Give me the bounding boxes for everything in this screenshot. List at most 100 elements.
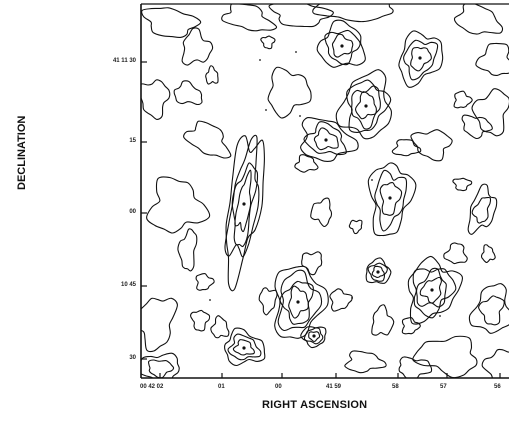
contour-line xyxy=(481,244,496,264)
contour-line xyxy=(267,66,312,119)
contour-line xyxy=(147,359,175,378)
contour-line xyxy=(471,196,492,224)
contour-line xyxy=(412,268,457,319)
contour-line xyxy=(407,255,464,325)
contour-peak xyxy=(376,270,380,274)
contour-line xyxy=(232,339,255,356)
contour-line xyxy=(415,267,447,308)
contour-line xyxy=(398,356,433,378)
contour-line xyxy=(403,39,439,81)
contour-line xyxy=(301,251,323,276)
contour-line xyxy=(410,46,432,72)
contour-peak xyxy=(388,196,392,200)
contour-line xyxy=(478,295,505,326)
x-tick-label: 00 xyxy=(275,384,282,390)
contour-line xyxy=(391,139,422,157)
contour-line xyxy=(308,331,321,342)
contour-line xyxy=(258,287,278,316)
noise-speck xyxy=(371,179,373,181)
contour-line xyxy=(313,127,339,151)
contour-line xyxy=(225,135,265,292)
contour-line xyxy=(367,162,417,237)
contour-line xyxy=(312,4,394,23)
contour-line xyxy=(374,169,408,232)
contour-line xyxy=(141,7,202,38)
contour-line xyxy=(367,262,388,282)
contour-line xyxy=(141,79,171,120)
x-tick-label: 58 xyxy=(392,384,399,390)
contour-line xyxy=(481,348,509,378)
contour-line xyxy=(401,316,421,335)
contour-line xyxy=(294,154,319,173)
contour-peak xyxy=(430,288,434,292)
contour-line xyxy=(227,333,262,361)
contour-line xyxy=(371,265,385,278)
contour-line xyxy=(190,309,211,332)
contour-line xyxy=(210,315,230,339)
contour-line xyxy=(461,114,493,140)
noise-speck xyxy=(209,299,211,301)
contour-peak xyxy=(418,56,422,60)
contour-line xyxy=(173,80,203,106)
contour-line xyxy=(224,134,260,258)
noise-speck xyxy=(351,297,353,299)
contour-line xyxy=(141,297,178,353)
contour-line xyxy=(316,19,366,68)
contour-line xyxy=(412,335,478,378)
y-tick-label: 10 45 xyxy=(120,282,136,288)
contour-line xyxy=(234,169,252,233)
contour-line xyxy=(379,182,403,216)
contour-line xyxy=(205,65,219,85)
contour-line xyxy=(146,176,211,234)
contour-line xyxy=(398,30,444,88)
contour-peak xyxy=(312,334,316,338)
contour-line xyxy=(346,79,392,133)
contour-line xyxy=(453,90,473,109)
y-axis-label: DECLINATION xyxy=(16,115,28,190)
contour-line xyxy=(475,42,509,76)
contour-peak xyxy=(296,300,300,304)
noise-speck xyxy=(299,115,301,117)
contour-line xyxy=(300,326,327,349)
noise-speck xyxy=(439,315,441,317)
contour-line xyxy=(221,4,278,32)
noise-speck xyxy=(295,51,297,53)
x-tick-label: 56 xyxy=(494,384,501,390)
contour-line xyxy=(419,276,442,304)
contour-line xyxy=(183,120,232,159)
contour-line xyxy=(471,88,509,137)
contour-line xyxy=(365,257,392,284)
contour-line xyxy=(410,129,453,162)
contour-line xyxy=(268,4,334,28)
y-tick-label: 41 11 30 xyxy=(112,58,136,64)
contour-line xyxy=(300,116,359,162)
contour-line xyxy=(303,121,347,156)
contour-line xyxy=(141,352,180,378)
noise-speck xyxy=(259,59,261,61)
contour-line xyxy=(177,228,198,272)
contour-line xyxy=(371,304,395,336)
contour-line xyxy=(224,327,266,367)
contour-line xyxy=(348,219,363,235)
contour-line xyxy=(468,283,509,334)
contour-line xyxy=(288,285,309,319)
contour-peak xyxy=(242,346,246,350)
x-tick-label: 41 59 xyxy=(326,384,342,390)
noise-speck xyxy=(265,109,267,111)
contour-line xyxy=(260,35,276,50)
x-tick-label: 00 42 02 xyxy=(140,384,164,390)
contour-line xyxy=(331,33,354,58)
contour-line xyxy=(279,280,314,325)
contour-line xyxy=(195,273,215,291)
contour-peak xyxy=(340,44,344,48)
contour-peak xyxy=(364,104,368,108)
x-axis-label: RIGHT ASCENSION xyxy=(262,399,368,411)
contour-line xyxy=(231,162,259,248)
x-tick-label: 01 xyxy=(218,384,225,390)
x-tick-label: 57 xyxy=(440,384,447,390)
contour-line xyxy=(351,85,381,130)
contour-line xyxy=(303,327,324,345)
contour-line xyxy=(467,183,498,235)
contour-line xyxy=(181,27,214,66)
